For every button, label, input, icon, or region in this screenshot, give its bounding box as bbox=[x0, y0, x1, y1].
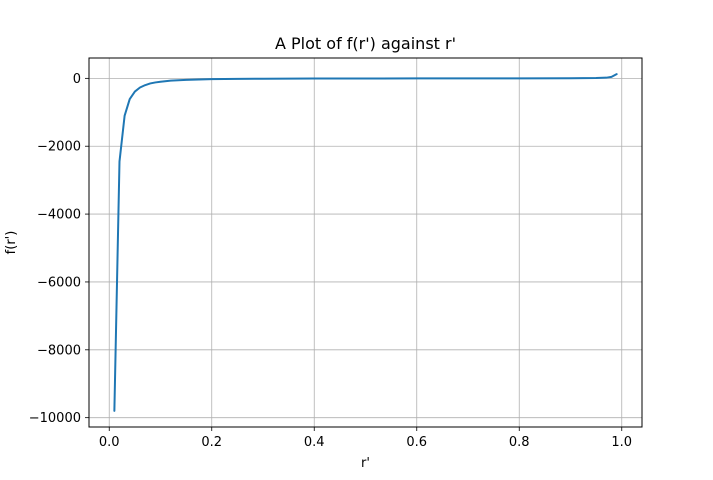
series-line bbox=[113, 73, 618, 412]
chart-title: A Plot of f(r') against r' bbox=[275, 34, 456, 53]
y-tick-label: −4000 bbox=[37, 208, 81, 223]
x-tick-label: 0.0 bbox=[99, 435, 120, 450]
y-tick-label: 0 bbox=[73, 72, 81, 87]
x-tick-label: 0.2 bbox=[201, 435, 222, 450]
x-axis-label: r' bbox=[361, 456, 370, 471]
y-axis-label: f(r') bbox=[4, 231, 19, 255]
x-tick-label: 0.4 bbox=[304, 435, 325, 450]
y-tick-label: −10000 bbox=[29, 411, 81, 426]
axes-frame bbox=[88, 57, 643, 428]
y-tick-label: −6000 bbox=[37, 275, 81, 290]
x-tick-label: 0.6 bbox=[406, 435, 427, 450]
x-axis-ticks: 0.0 0.2 0.4 0.6 0.8 1.0 bbox=[99, 427, 632, 450]
y-tick-label: −2000 bbox=[37, 140, 81, 155]
series-layer bbox=[113, 73, 618, 412]
y-tick-label: −8000 bbox=[37, 343, 81, 358]
x-tick-label: 1.0 bbox=[611, 435, 632, 450]
x-tick-label: 0.8 bbox=[509, 435, 530, 450]
y-axis-ticks: 0 −2000 −4000 −6000 −8000 −10000 bbox=[29, 72, 89, 426]
x-gridlines bbox=[108, 58, 623, 427]
